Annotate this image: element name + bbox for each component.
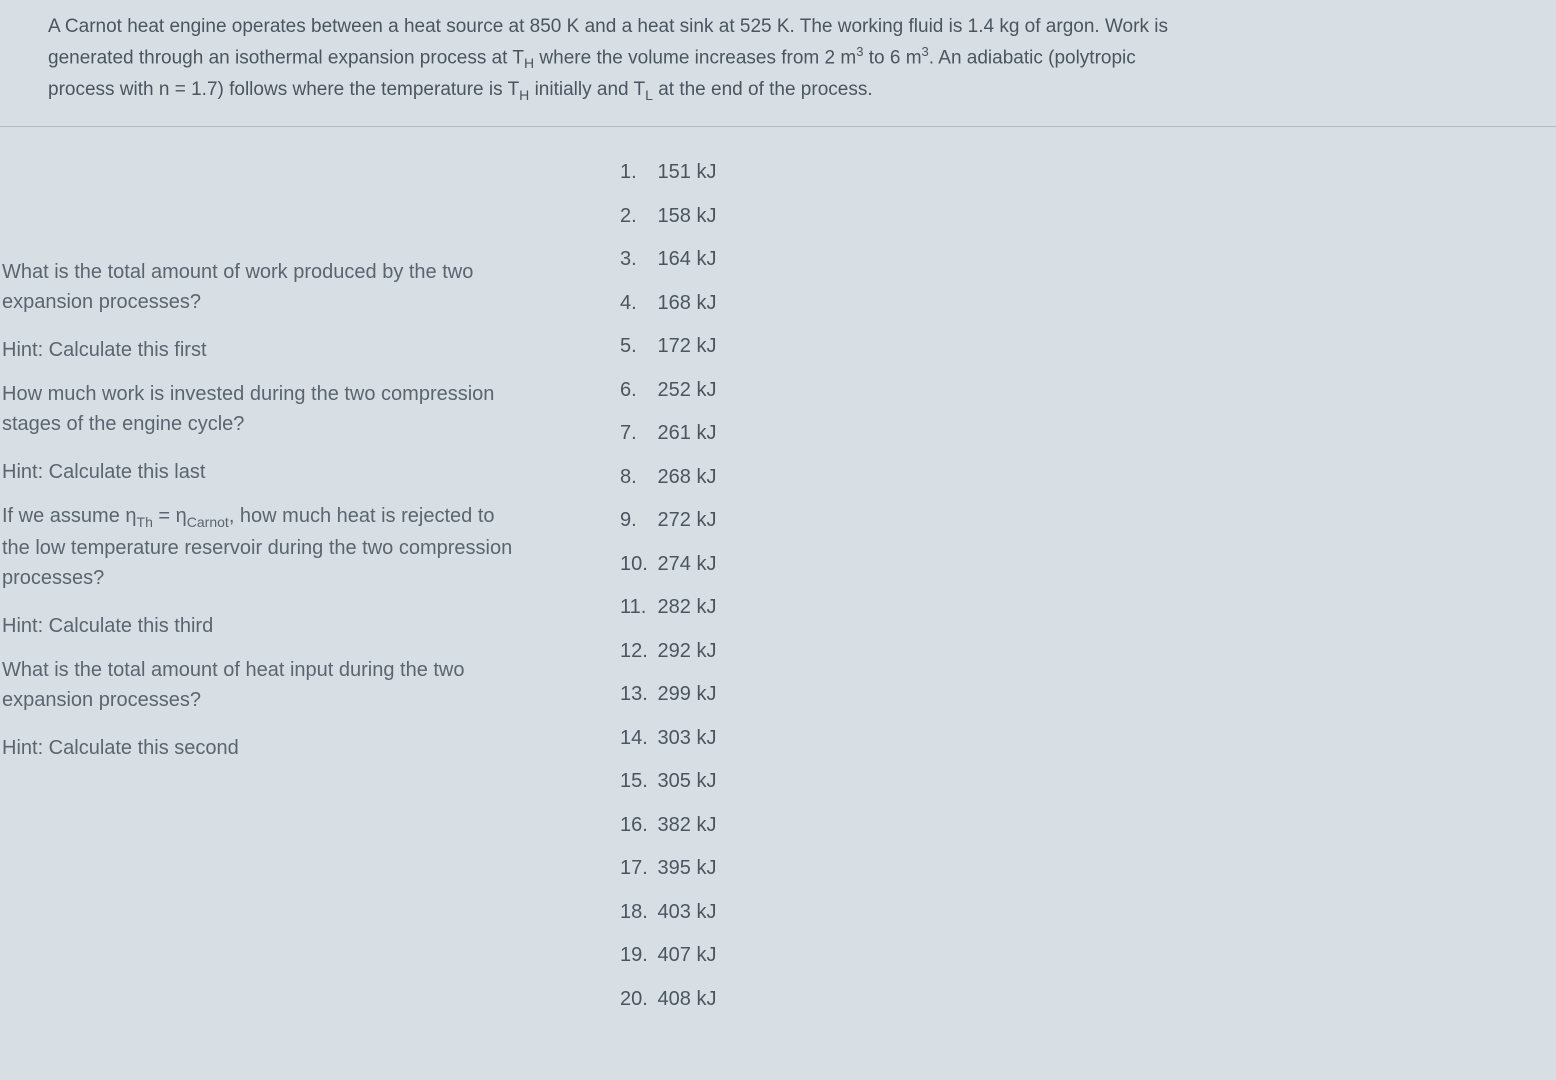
hint-1: Hint: Calculate this first <box>2 335 580 365</box>
answer-value: 303 kJ <box>652 727 716 749</box>
problem-statement: A Carnot heat engine operates between a … <box>0 0 1556 127</box>
answer-value: 151 kJ <box>652 161 716 183</box>
answer-option-17[interactable]: 17. 395 kJ <box>620 853 716 883</box>
hint-3: Hint: Calculate this third <box>2 611 580 641</box>
answer-number: 3. <box>620 244 652 274</box>
answer-option-8[interactable]: 8. 268 kJ <box>620 462 716 492</box>
subscript-l: L <box>645 87 653 103</box>
q3-mid2: , how much heat is rejected to <box>229 505 495 527</box>
answer-value: 252 kJ <box>652 379 716 401</box>
answer-number: 7. <box>620 418 652 448</box>
answer-option-5[interactable]: 5. 172 kJ <box>620 331 716 361</box>
answer-value: 305 kJ <box>652 770 716 792</box>
answer-number: 13. <box>620 679 652 709</box>
answer-value: 382 kJ <box>652 814 716 836</box>
answer-number: 4. <box>620 288 652 318</box>
question-1: What is the total amount of work produce… <box>2 257 580 317</box>
answer-number: 2. <box>620 201 652 231</box>
answer-option-14[interactable]: 14. 303 kJ <box>620 723 716 753</box>
questions-column: What is the total amount of work produce… <box>0 157 580 1027</box>
subscript-carnot: Carnot <box>187 514 229 530</box>
answer-value: 403 kJ <box>652 901 716 923</box>
answer-option-13[interactable]: 13. 299 kJ <box>620 679 716 709</box>
hint-2: Hint: Calculate this last <box>2 457 580 487</box>
answer-option-2[interactable]: 2. 158 kJ <box>620 201 716 231</box>
answer-option-16[interactable]: 16. 382 kJ <box>620 810 716 840</box>
answer-number: 11. <box>620 592 652 622</box>
answer-number: 12. <box>620 636 652 666</box>
answer-value: 261 kJ <box>652 422 716 444</box>
answer-number: 6. <box>620 375 652 405</box>
answer-number: 9. <box>620 505 652 535</box>
problem-line3-end: at the end of the process. <box>653 79 873 100</box>
answers-column: 1. 151 kJ2. 158 kJ3. 164 kJ4. 168 kJ5. 1… <box>580 157 716 1027</box>
q2-line2: stages of the engine cycle? <box>2 409 580 439</box>
problem-line3-mid: initially and T <box>529 79 645 100</box>
q3-line3: processes? <box>2 563 580 593</box>
answer-option-7[interactable]: 7. 261 kJ <box>620 418 716 448</box>
answer-number: 15. <box>620 766 652 796</box>
problem-line2-mid2: to 6 m <box>863 48 921 69</box>
q4-line1: What is the total amount of heat input d… <box>2 655 580 685</box>
answer-value: 168 kJ <box>652 292 716 314</box>
answer-value: 282 kJ <box>652 596 716 618</box>
answer-number: 8. <box>620 462 652 492</box>
answer-option-15[interactable]: 15. 305 kJ <box>620 766 716 796</box>
problem-line2-pre: generated through an isothermal expansio… <box>48 48 524 69</box>
answer-value: 408 kJ <box>652 988 716 1010</box>
answer-value: 272 kJ <box>652 509 716 531</box>
answer-option-3[interactable]: 3. 164 kJ <box>620 244 716 274</box>
answer-option-9[interactable]: 9. 272 kJ <box>620 505 716 535</box>
answer-option-19[interactable]: 19. 407 kJ <box>620 940 716 970</box>
answer-value: 274 kJ <box>652 553 716 575</box>
answer-number: 14. <box>620 723 652 753</box>
subscript-h2: H <box>519 87 529 103</box>
answer-number: 19. <box>620 940 652 970</box>
hint-4: Hint: Calculate this second <box>2 733 580 763</box>
q1-line2: expansion processes? <box>2 287 580 317</box>
answer-value: 299 kJ <box>652 683 716 705</box>
answer-value: 164 kJ <box>652 248 716 270</box>
q3-mid: = η <box>153 505 187 527</box>
question-4: What is the total amount of heat input d… <box>2 655 580 715</box>
problem-line2-mid: where the volume increases from 2 m <box>534 48 856 69</box>
answer-value: 292 kJ <box>652 640 716 662</box>
subscript-th: Th <box>137 514 153 530</box>
answer-option-18[interactable]: 18. 403 kJ <box>620 897 716 927</box>
problem-line2-end: . An adiabatic (polytropic <box>929 48 1136 69</box>
q1-line1: What is the total amount of work produce… <box>2 257 580 287</box>
answer-number: 1. <box>620 157 652 187</box>
answer-option-10[interactable]: 10. 274 kJ <box>620 549 716 579</box>
answer-option-4[interactable]: 4. 168 kJ <box>620 288 716 318</box>
answer-value: 395 kJ <box>652 857 716 879</box>
answer-number: 5. <box>620 331 652 361</box>
answer-number: 10. <box>620 549 652 579</box>
answer-option-11[interactable]: 11. 282 kJ <box>620 592 716 622</box>
question-2: How much work is invested during the two… <box>2 379 580 439</box>
question-3: If we assume ηTh = ηCarnot, how much hea… <box>2 501 580 593</box>
document-container: A Carnot heat engine operates between a … <box>0 0 1556 1027</box>
problem-line3-pre: process with n = 1.7) follows where the … <box>48 79 519 100</box>
q4-line2: expansion processes? <box>2 685 580 715</box>
answer-number: 17. <box>620 853 652 883</box>
content-area: What is the total amount of work produce… <box>0 127 1556 1027</box>
answer-value: 407 kJ <box>652 944 716 966</box>
subscript-h1: H <box>524 56 534 72</box>
q2-line1: How much work is invested during the two… <box>2 379 580 409</box>
answer-option-1[interactable]: 1. 151 kJ <box>620 157 716 187</box>
answer-option-20[interactable]: 20. 408 kJ <box>620 984 716 1014</box>
answer-number: 18. <box>620 897 652 927</box>
q3-pre: If we assume η <box>2 505 137 527</box>
answer-option-6[interactable]: 6. 252 kJ <box>620 375 716 405</box>
answer-option-12[interactable]: 12. 292 kJ <box>620 636 716 666</box>
superscript-3b: 3 <box>922 44 929 59</box>
answer-number: 20. <box>620 984 652 1014</box>
answer-value: 158 kJ <box>652 205 716 227</box>
problem-line1: A Carnot heat engine operates between a … <box>48 16 1168 37</box>
answer-number: 16. <box>620 810 652 840</box>
q3-line2: the low temperature reservoir during the… <box>2 533 580 563</box>
answer-value: 172 kJ <box>652 335 716 357</box>
answer-value: 268 kJ <box>652 466 716 488</box>
